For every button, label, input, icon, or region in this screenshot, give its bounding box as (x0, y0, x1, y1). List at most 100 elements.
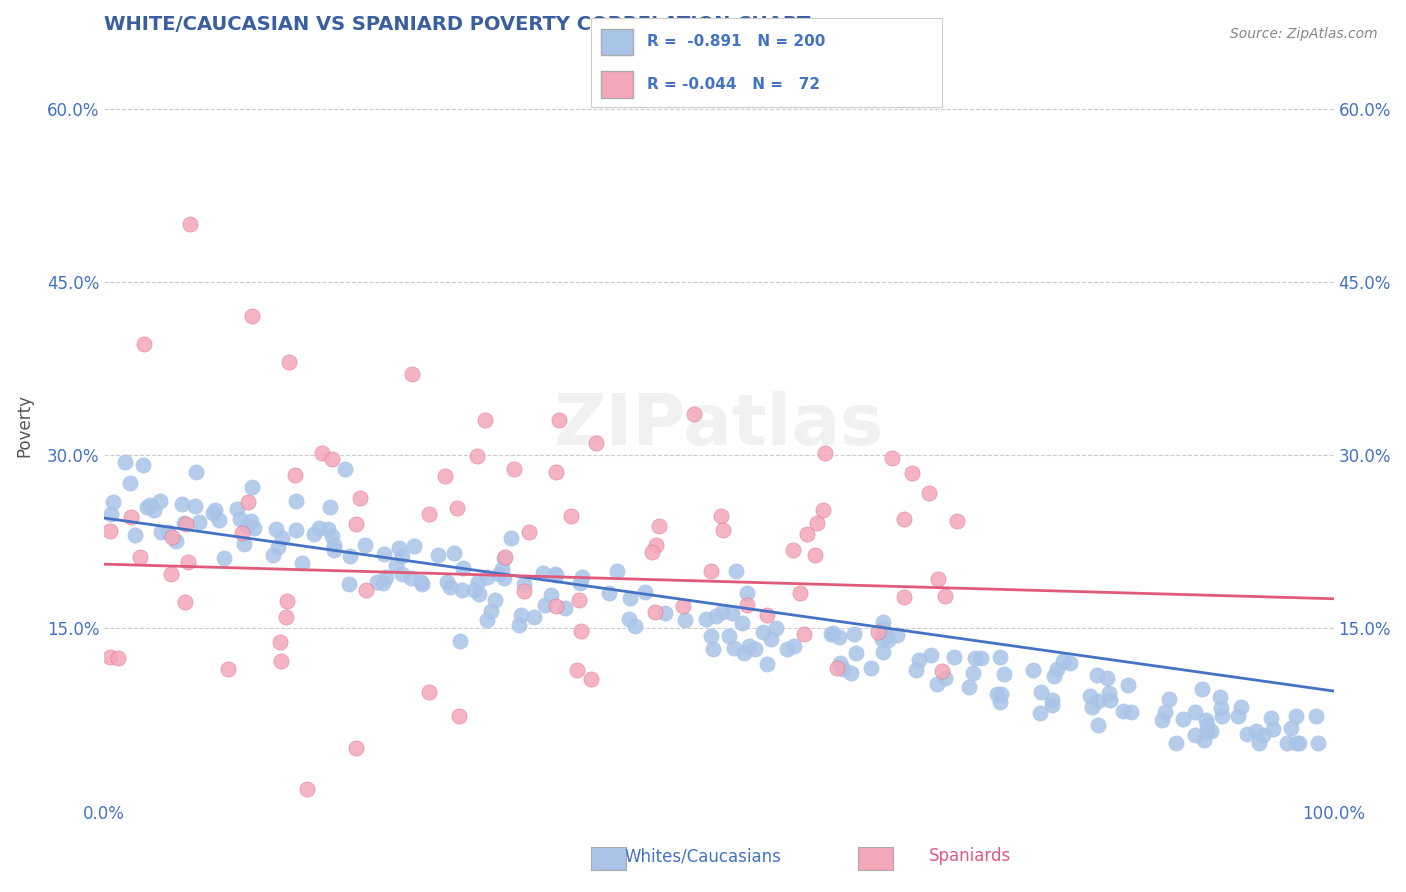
Point (886, 628, 908, 642)
Point (1159, 692, 1181, 706)
Y-axis label: Poverty: Poverty (15, 394, 32, 458)
Point (217, 662, 239, 676)
Point (308, 521, 330, 535)
Point (645, 538, 668, 552)
Point (644, 605, 666, 619)
Point (238, 495, 260, 509)
Point (240, 480, 263, 494)
Point (346, 517, 368, 532)
Point (165, 534, 187, 549)
Point (1306, 736, 1329, 750)
Point (156, 525, 179, 540)
Point (269, 634, 291, 648)
Point (1052, 654, 1074, 668)
Point (124, 528, 146, 542)
Point (316, 522, 339, 536)
Point (1211, 708, 1233, 723)
Point (934, 671, 956, 685)
Point (266, 540, 288, 554)
Point (872, 622, 894, 636)
Point (1197, 718, 1219, 732)
Point (399, 571, 422, 585)
Point (585, 436, 607, 450)
Point (765, 621, 787, 635)
Point (450, 633, 472, 648)
Point (700, 629, 723, 643)
Point (150, 524, 173, 539)
Point (98, 649, 121, 664)
Point (276, 593, 298, 607)
Point (793, 627, 815, 641)
Point (832, 662, 855, 676)
Point (475, 614, 498, 628)
Point (931, 664, 953, 678)
Point (695, 612, 717, 626)
Point (354, 582, 377, 597)
Point (731, 615, 754, 630)
Point (820, 626, 842, 640)
Point (1288, 736, 1310, 750)
Point (371, 575, 394, 590)
Point (1042, 698, 1064, 712)
Point (101, 494, 124, 508)
Point (711, 605, 734, 619)
Point (451, 583, 474, 598)
Point (901, 466, 924, 480)
Point (718, 629, 741, 643)
Point (1042, 669, 1064, 683)
Point (337, 577, 360, 591)
Point (243, 520, 266, 534)
Point (179, 217, 201, 231)
Point (366, 575, 388, 590)
Point (411, 577, 433, 591)
Point (990, 695, 1012, 709)
Point (796, 526, 818, 541)
Point (436, 574, 458, 589)
Point (859, 661, 882, 675)
Point (1154, 705, 1177, 719)
Point (1085, 667, 1108, 681)
Point (402, 539, 425, 553)
Point (418, 507, 440, 521)
Point (1209, 690, 1232, 704)
Point (114, 455, 136, 469)
Point (477, 570, 499, 584)
Point (295, 782, 318, 797)
Text: Whites/Caucasians: Whites/Caucasians (624, 847, 782, 865)
Point (1098, 686, 1121, 700)
Point (579, 672, 602, 686)
Point (302, 526, 325, 541)
Point (522, 609, 544, 624)
Point (1116, 678, 1139, 692)
Point (842, 626, 865, 640)
Point (513, 583, 536, 598)
Point (349, 491, 371, 505)
Point (654, 606, 676, 620)
Point (519, 524, 541, 539)
Point (1081, 700, 1104, 714)
Point (957, 680, 980, 694)
Point (1046, 662, 1069, 676)
Point (1040, 693, 1063, 707)
Point (672, 599, 695, 614)
Point (970, 651, 993, 665)
Point (1152, 713, 1174, 727)
Point (546, 567, 568, 582)
Point (1028, 706, 1050, 720)
Point (1029, 685, 1052, 699)
Text: Source: ZipAtlas.com: Source: ZipAtlas.com (1230, 27, 1378, 41)
Point (467, 574, 489, 589)
Point (447, 708, 470, 723)
Point (270, 654, 292, 668)
Point (876, 629, 898, 643)
Point (814, 446, 837, 460)
Point (1209, 701, 1232, 715)
Point (277, 355, 299, 369)
Point (453, 560, 475, 574)
Point (738, 639, 761, 653)
Point (872, 615, 894, 630)
Point (271, 531, 294, 545)
Point (548, 413, 571, 427)
Point (344, 740, 367, 755)
Point (942, 650, 965, 665)
